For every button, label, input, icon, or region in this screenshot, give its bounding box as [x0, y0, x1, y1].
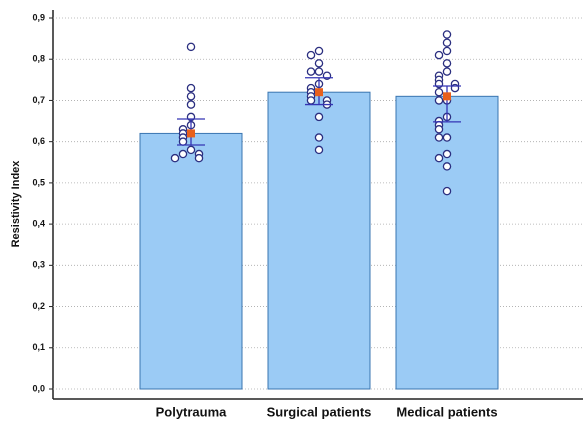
- x-tick-label: Surgical patients: [267, 404, 372, 419]
- x-tick-label: Medical patients: [396, 404, 497, 419]
- data-point: [186, 100, 196, 109]
- y-tick-label: 0,0: [32, 383, 45, 393]
- y-tick-label: 0,8: [32, 54, 45, 64]
- data-point: [186, 92, 196, 101]
- bar: [139, 132, 243, 390]
- data-point: [170, 153, 180, 163]
- data-point: [314, 67, 324, 76]
- data-point: [186, 145, 196, 155]
- mean-marker: [443, 92, 451, 101]
- data-point: [314, 133, 324, 142]
- x-tick-label: Polytrauma: [156, 404, 228, 419]
- data-point: [434, 133, 444, 142]
- data-point: [442, 162, 452, 171]
- data-point: [442, 59, 452, 68]
- y-tick-label: 0,9: [32, 12, 45, 22]
- data-point: [314, 112, 324, 122]
- y-tick-label: 0,6: [32, 136, 45, 146]
- mean-marker: [187, 129, 195, 138]
- y-tick-label: 0,3: [32, 260, 45, 270]
- data-point: [194, 153, 204, 163]
- data-point: [442, 46, 452, 56]
- y-axis-label: Resistivity Index: [10, 160, 22, 248]
- data-point: [442, 149, 452, 159]
- data-point: [434, 96, 444, 105]
- data-point: [434, 87, 444, 97]
- y-tick-label: 0,2: [32, 301, 45, 311]
- data-point: [442, 38, 452, 47]
- data-point: [442, 133, 452, 142]
- data-point: [434, 50, 444, 60]
- data-point: [434, 125, 444, 134]
- data-point: [442, 186, 452, 196]
- data-point: [178, 137, 188, 146]
- mean-marker: [315, 88, 323, 97]
- data-point: [442, 67, 452, 76]
- bar: [395, 95, 499, 390]
- data-point: [314, 145, 324, 155]
- y-tick-label: 0,4: [32, 218, 45, 228]
- y-tick-label: 0,5: [32, 177, 45, 187]
- y-tick-label: 0,1: [32, 342, 45, 352]
- data-point: [178, 149, 188, 159]
- data-point: [306, 50, 316, 60]
- data-point: [186, 42, 196, 52]
- data-point: [306, 96, 316, 105]
- y-tick-label: 0,7: [32, 95, 45, 105]
- data-point: [306, 67, 316, 76]
- data-point: [434, 153, 444, 163]
- data-point: [186, 83, 196, 93]
- data-point: [314, 59, 324, 68]
- data-point: [442, 30, 452, 39]
- data-point: [314, 46, 324, 56]
